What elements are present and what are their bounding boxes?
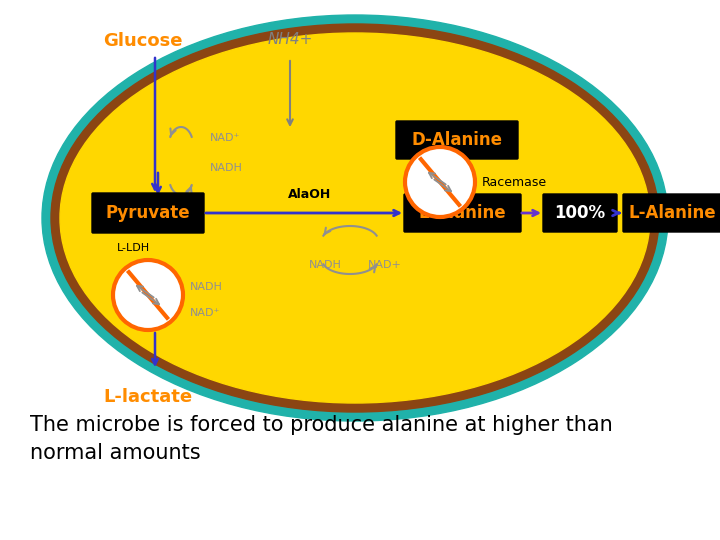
Text: NAD+: NAD+ (368, 260, 402, 270)
Text: AlaOH: AlaOH (289, 188, 332, 201)
Ellipse shape (60, 33, 650, 403)
Text: L-Alanine: L-Alanine (418, 204, 506, 222)
Ellipse shape (42, 15, 668, 421)
Text: NADH: NADH (190, 282, 223, 292)
Text: L-lactate: L-lactate (104, 388, 192, 406)
Ellipse shape (51, 24, 659, 412)
Text: Glucose: Glucose (103, 32, 183, 50)
Text: NAD⁺: NAD⁺ (190, 308, 220, 318)
Text: Racemase: Racemase (482, 176, 547, 188)
Text: L-Alanine: L-Alanine (628, 204, 716, 222)
FancyBboxPatch shape (404, 194, 521, 232)
Text: NADH: NADH (210, 163, 243, 173)
Text: 100%: 100% (554, 204, 606, 222)
Text: D-Alanine: D-Alanine (412, 131, 503, 149)
Text: NH4+: NH4+ (267, 32, 312, 47)
Text: NAD⁺: NAD⁺ (210, 133, 240, 143)
Text: Pyruvate: Pyruvate (106, 204, 190, 222)
Text: L-LDH: L-LDH (117, 243, 150, 253)
Text: NADH: NADH (309, 260, 341, 270)
FancyBboxPatch shape (623, 194, 720, 232)
Circle shape (405, 147, 475, 217)
Circle shape (113, 260, 183, 330)
FancyBboxPatch shape (543, 194, 617, 232)
Text: The microbe is forced to produce alanine at higher than
normal amounts: The microbe is forced to produce alanine… (30, 415, 613, 463)
FancyBboxPatch shape (396, 121, 518, 159)
FancyBboxPatch shape (92, 193, 204, 233)
